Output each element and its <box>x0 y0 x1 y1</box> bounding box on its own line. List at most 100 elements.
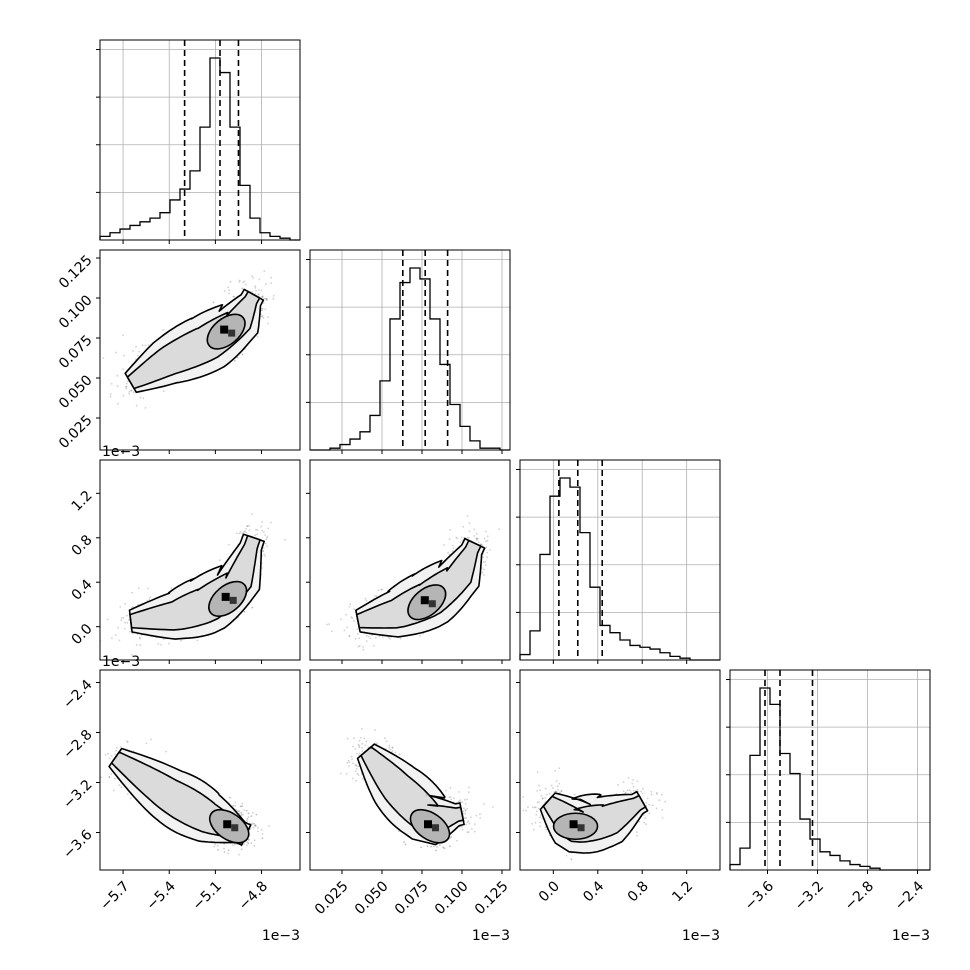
scatter-point <box>233 359 236 362</box>
scatter-point <box>128 390 131 393</box>
scatter-point <box>266 537 268 539</box>
scatter-point <box>118 784 121 787</box>
scatter-point <box>251 606 254 609</box>
scatter-point <box>363 737 366 740</box>
scatter-point <box>110 773 113 775</box>
scatter-point <box>142 397 145 400</box>
scatter-point <box>267 316 269 319</box>
scatter-point <box>484 560 487 563</box>
scatter-point <box>251 275 254 277</box>
scatter-point <box>483 803 485 805</box>
scatter-point <box>227 852 230 855</box>
scatter-point <box>381 588 384 591</box>
scatter-point <box>326 623 328 626</box>
scatter-point <box>255 289 257 292</box>
density-panel-2-3 <box>306 459 511 664</box>
scatter-point <box>364 597 367 600</box>
scatter-point <box>246 844 248 847</box>
scatter-point <box>145 742 148 745</box>
scatter-point <box>498 528 500 530</box>
scatter-point <box>238 279 241 282</box>
scatter-point <box>266 545 269 547</box>
scatter-point <box>116 747 118 749</box>
scatter-point <box>486 539 489 542</box>
scatter-point <box>272 295 275 297</box>
density-panel-1-2 <box>96 249 301 454</box>
scatter-point <box>131 591 134 594</box>
scatter-point <box>357 645 360 648</box>
scatter-point <box>373 595 376 597</box>
density-content <box>339 728 494 852</box>
scatter-point <box>125 387 128 390</box>
scatter-point <box>239 530 242 533</box>
scatter-point <box>251 513 253 515</box>
scatter-point <box>266 297 268 300</box>
scatter-point <box>129 797 132 799</box>
scatter-point <box>241 353 244 356</box>
scatter-point <box>356 628 359 630</box>
scatter-point <box>399 637 402 640</box>
scatter-point <box>260 316 263 318</box>
scatter-point <box>243 610 246 613</box>
scatter-point <box>466 515 469 517</box>
scatter-point <box>243 280 246 283</box>
scatter-point <box>246 820 249 822</box>
scatter-point <box>136 354 139 357</box>
scatter-point <box>115 750 118 752</box>
scatter-point <box>484 564 487 566</box>
scatter-point <box>262 531 265 534</box>
scatter-point <box>250 842 253 845</box>
scatter-point <box>115 351 117 354</box>
scatter-point <box>117 626 119 629</box>
scatter-point <box>358 645 361 647</box>
scatter-point <box>482 556 485 558</box>
scatter-point <box>250 815 253 817</box>
scatter-point <box>361 778 364 780</box>
density-peak-cell <box>223 820 232 829</box>
scatter-point <box>213 845 216 848</box>
scatter-point <box>466 537 469 539</box>
density-content <box>100 513 286 656</box>
scatter-point <box>260 296 263 298</box>
scatter-point <box>247 812 250 815</box>
scatter-point <box>356 772 359 775</box>
scatter-point <box>374 636 377 639</box>
scatter-point <box>131 606 133 609</box>
density-content <box>102 270 275 409</box>
histogram-grid <box>96 40 300 240</box>
scatter-point <box>130 389 133 392</box>
scatter-point <box>486 551 488 554</box>
scatter-point <box>486 535 489 538</box>
scatter-point <box>349 603 352 606</box>
scatter-point <box>466 821 469 824</box>
scatter-point <box>461 828 464 831</box>
scatter-point <box>362 646 364 648</box>
scatter-point <box>252 277 254 279</box>
histogram-panel-1 <box>96 39 301 244</box>
scatter-point <box>348 635 351 638</box>
scatter-point <box>139 636 141 639</box>
scatter-point <box>260 289 263 292</box>
scatter-point <box>123 627 126 630</box>
scatter-point <box>126 621 129 624</box>
density-content <box>92 738 270 856</box>
scatter-point <box>227 849 230 852</box>
scatter-point <box>241 802 244 805</box>
scatter-point <box>348 634 351 637</box>
scatter-point <box>232 295 235 298</box>
histogram-step <box>519 477 720 661</box>
scatter-point <box>354 638 357 640</box>
scatter-point <box>486 556 488 559</box>
scatter-point <box>372 644 375 647</box>
scatter-point <box>92 757 94 759</box>
scatter-point <box>96 769 98 771</box>
scatter-point <box>241 805 244 808</box>
scatter-point <box>264 297 267 300</box>
scatter-point <box>114 777 116 780</box>
scatter-point <box>243 809 246 811</box>
scatter-point <box>262 302 265 304</box>
scatter-point <box>247 816 250 819</box>
scatter-point <box>443 544 446 546</box>
scatter-point <box>254 534 256 537</box>
